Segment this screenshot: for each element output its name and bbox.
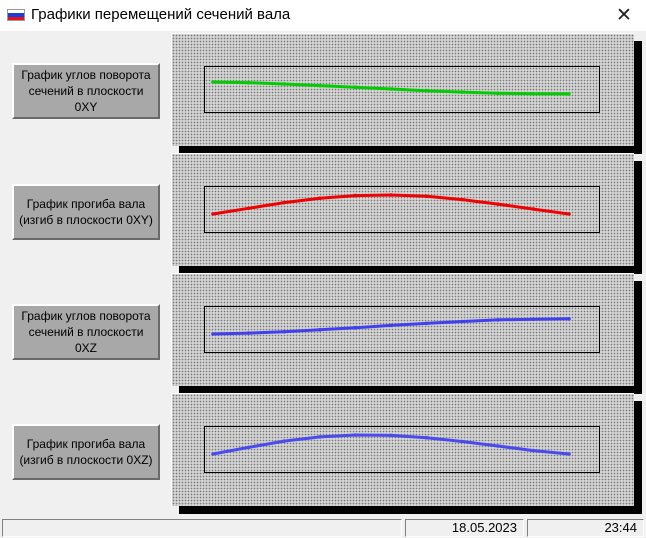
data-point (531, 92, 536, 96)
data-point (282, 439, 286, 443)
data-point (353, 433, 358, 437)
data-point (389, 323, 393, 328)
data-point (389, 433, 393, 438)
button-rotation-angles-oxz[interactable]: График углов поворота сечений в плоскост… (12, 304, 160, 360)
data-point (211, 452, 215, 456)
data-point (424, 194, 429, 199)
data-point (389, 193, 393, 197)
chart-deflection-oxz (211, 433, 571, 456)
plot-frame (204, 426, 600, 473)
status-bar: 18.05.2023 23:44 (0, 516, 646, 538)
data-point (567, 92, 571, 96)
chart-panel-rotation-oxz (171, 273, 634, 386)
plot-frame (204, 186, 600, 233)
chart-panel-deflection-oxz (171, 393, 634, 506)
data-point (531, 207, 536, 211)
data-point (282, 82, 286, 86)
data-point (211, 212, 215, 216)
data-point (389, 87, 393, 91)
series-line (211, 433, 571, 456)
chart-rotation-oxy (211, 80, 571, 96)
flag-stripe-red (8, 16, 24, 20)
data-point (246, 445, 251, 450)
data-point (282, 200, 286, 205)
data-point (282, 329, 286, 334)
chart-panel-rotation-oxy (171, 33, 634, 146)
russia-flag-icon (7, 9, 25, 21)
chart-rotation-oxz (211, 317, 571, 336)
chart-panel-deflection-oxy (171, 153, 634, 266)
data-point (567, 212, 571, 216)
data-point (211, 80, 215, 84)
plot-frame (204, 306, 600, 353)
status-time: 23:44 (527, 519, 644, 537)
data-point (318, 83, 322, 88)
chart-deflection-oxy (211, 193, 571, 216)
data-point (496, 91, 500, 95)
button-deflection-oxy[interactable]: График прогиба вала (изгиб в плоскости 0… (12, 184, 160, 240)
data-point (318, 435, 322, 439)
close-icon[interactable]: ✕ (616, 5, 632, 26)
data-point (460, 90, 464, 94)
data-point (246, 331, 251, 335)
data-point (424, 88, 429, 93)
data-point (460, 439, 464, 444)
data-point (496, 444, 500, 448)
data-point (496, 318, 500, 322)
data-point (567, 317, 571, 321)
status-date: 18.05.2023 (405, 519, 524, 537)
data-point (567, 452, 571, 456)
plot-frame (204, 66, 600, 113)
title-bar: Графики перемещений сечений вала ✕ (0, 0, 646, 31)
data-point (318, 196, 322, 200)
data-point (353, 85, 358, 90)
status-message (2, 519, 402, 537)
data-point (460, 197, 464, 202)
data-point (246, 80, 251, 85)
data-point (318, 328, 322, 332)
data-point (496, 202, 500, 206)
data-point (211, 332, 215, 336)
data-point (246, 206, 251, 211)
series-line (211, 193, 571, 216)
data-point (531, 317, 536, 321)
data-point (460, 319, 464, 324)
flag-stripe-white (8, 10, 24, 14)
data-point (424, 321, 429, 326)
data-point (353, 193, 358, 198)
button-deflection-oxz[interactable]: График прогиба вала (изгиб в плоскости 0… (12, 424, 160, 480)
data-point (353, 325, 358, 330)
client-area: График углов поворота сечений в плоскост… (0, 31, 646, 538)
data-point (424, 435, 429, 440)
data-point (531, 448, 536, 453)
button-rotation-angles-oxy[interactable]: График углов поворота сечений в плоскост… (12, 63, 160, 119)
flag-stripe-blue (8, 13, 24, 17)
window-title: Графики перемещений сечений вала (31, 6, 291, 23)
